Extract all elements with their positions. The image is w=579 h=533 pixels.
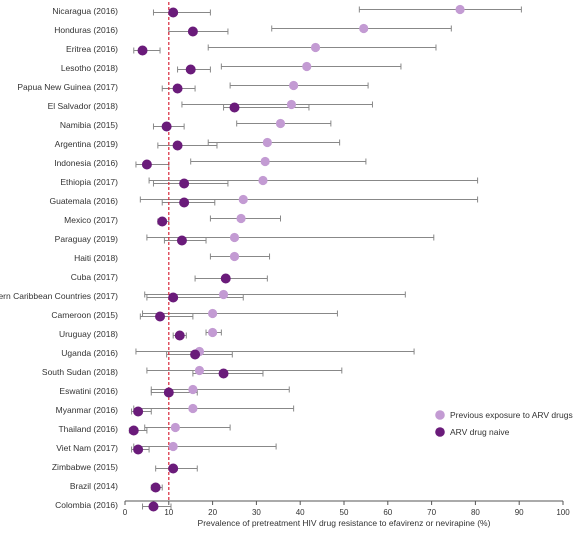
previous-point [310, 42, 321, 53]
country-label: Brazil (2014) [70, 481, 118, 491]
country-label: Paraguay (2019) [55, 234, 118, 244]
previous-point [455, 4, 465, 15]
naive-point [190, 349, 201, 360]
previous-point [229, 232, 240, 243]
previous-point [208, 327, 218, 338]
country-label: Eswatini (2016) [59, 386, 118, 396]
naive-point [161, 121, 172, 132]
previous-point [289, 80, 299, 91]
previous-point [188, 403, 198, 414]
naive-point [157, 216, 168, 227]
naive-legend-swatch [435, 427, 445, 437]
x-tick-label: 60 [383, 508, 392, 517]
naive-point [179, 197, 190, 208]
country-label: Eritrea (2016) [66, 44, 118, 54]
x-tick-label: 100 [556, 508, 570, 517]
naive-point [174, 330, 185, 341]
previous-point [208, 308, 218, 319]
naive-point [155, 311, 166, 322]
naive-point [172, 83, 183, 94]
previous-point [168, 441, 178, 452]
country-label: Honduras (2016) [54, 25, 118, 35]
naive-point [137, 45, 148, 56]
country-label: Colombia (2016) [55, 500, 118, 510]
x-tick-label: 10 [164, 508, 173, 517]
legend: Previous exposure to ARV drugs ARV drug n… [435, 410, 573, 437]
naive-point [220, 273, 231, 284]
naive-point [148, 501, 159, 512]
country-label: Viet Nam (2017) [56, 443, 118, 453]
naive-point [185, 64, 196, 75]
x-tick-label: 40 [296, 508, 305, 517]
previous-point [238, 194, 248, 205]
naive-point [133, 444, 144, 455]
country-label: Papua New Guinea (2017) [17, 82, 118, 92]
x-tick-label: 70 [427, 508, 436, 517]
x-tick-label: 90 [515, 508, 524, 517]
country-label: Namibia (2015) [60, 120, 118, 130]
country-label: Cuba (2017) [71, 272, 118, 282]
naive-point [168, 463, 179, 474]
naive-point [141, 159, 152, 170]
previous-point [229, 251, 240, 262]
country-label: Nicaragua (2016) [52, 6, 118, 16]
x-axis-title: Prevalence of pretreatment HIV drug resi… [198, 518, 491, 528]
previous-point [260, 156, 270, 167]
previous-point [262, 137, 272, 148]
naive-point [218, 368, 229, 379]
country-label: Zimbabwe (2015) [52, 462, 118, 472]
previous-legend-swatch [435, 410, 445, 420]
previous-point [275, 118, 286, 129]
country-label: Haiti (2018) [74, 253, 118, 263]
country-label: Indonesia (2016) [54, 158, 118, 168]
previous-point [218, 289, 229, 300]
previous-point [286, 99, 297, 110]
previous-point [188, 384, 198, 395]
naive-point [163, 387, 174, 398]
country-label: Cameroon (2015) [51, 310, 118, 320]
country-label-layer: Nicaragua (2016) Honduras (2016) Eritrea (… [0, 6, 118, 510]
x-tick-label: 20 [208, 508, 217, 517]
country-label: South Sudan (2018) [42, 367, 118, 377]
previous-point [170, 422, 180, 433]
naive-point [133, 406, 144, 417]
previous-point [194, 365, 205, 376]
previous-point [258, 175, 268, 186]
previous-point [302, 61, 312, 72]
naive-point [168, 292, 179, 303]
x-tick-label: 30 [252, 508, 261, 517]
country-label: Uganda (2016) [61, 348, 118, 358]
country-label: Guatemala (2016) [49, 196, 118, 206]
country-label: Argentina (2019) [55, 139, 118, 149]
previous-point [236, 213, 246, 224]
naive-point [172, 140, 183, 151]
naive-point [168, 7, 179, 18]
x-tick-label: 0 [123, 508, 128, 517]
naive-point [179, 178, 190, 189]
previous-point [359, 23, 369, 34]
country-label: Ethiopia (2017) [60, 177, 118, 187]
country-label: Myanmar (2016) [56, 405, 119, 415]
naive-point [176, 235, 187, 246]
country-label: Uruguay (2018) [59, 329, 118, 339]
naive-legend-label: ARV drug naive [450, 427, 510, 437]
previous-legend-label: Previous exposure to ARV drugs [450, 410, 573, 420]
naive-point [187, 26, 198, 37]
country-label: Eastern Caribbean Countries (2017) [0, 291, 118, 301]
country-label: El Salvador (2018) [48, 101, 119, 111]
naive-point [229, 102, 240, 113]
country-label: Lesotho (2018) [61, 63, 118, 73]
x-tick-label: 50 [340, 508, 349, 517]
naive-point [128, 425, 139, 436]
country-label: Mexico (2017) [64, 215, 118, 225]
point-layer [128, 4, 465, 512]
x-axis: 0 10 20 30 40 50 60 70 80 90 100 [123, 500, 570, 517]
x-tick-label: 80 [471, 508, 480, 517]
naive-point [150, 482, 161, 493]
country-label: Thailand (2016) [58, 424, 118, 434]
